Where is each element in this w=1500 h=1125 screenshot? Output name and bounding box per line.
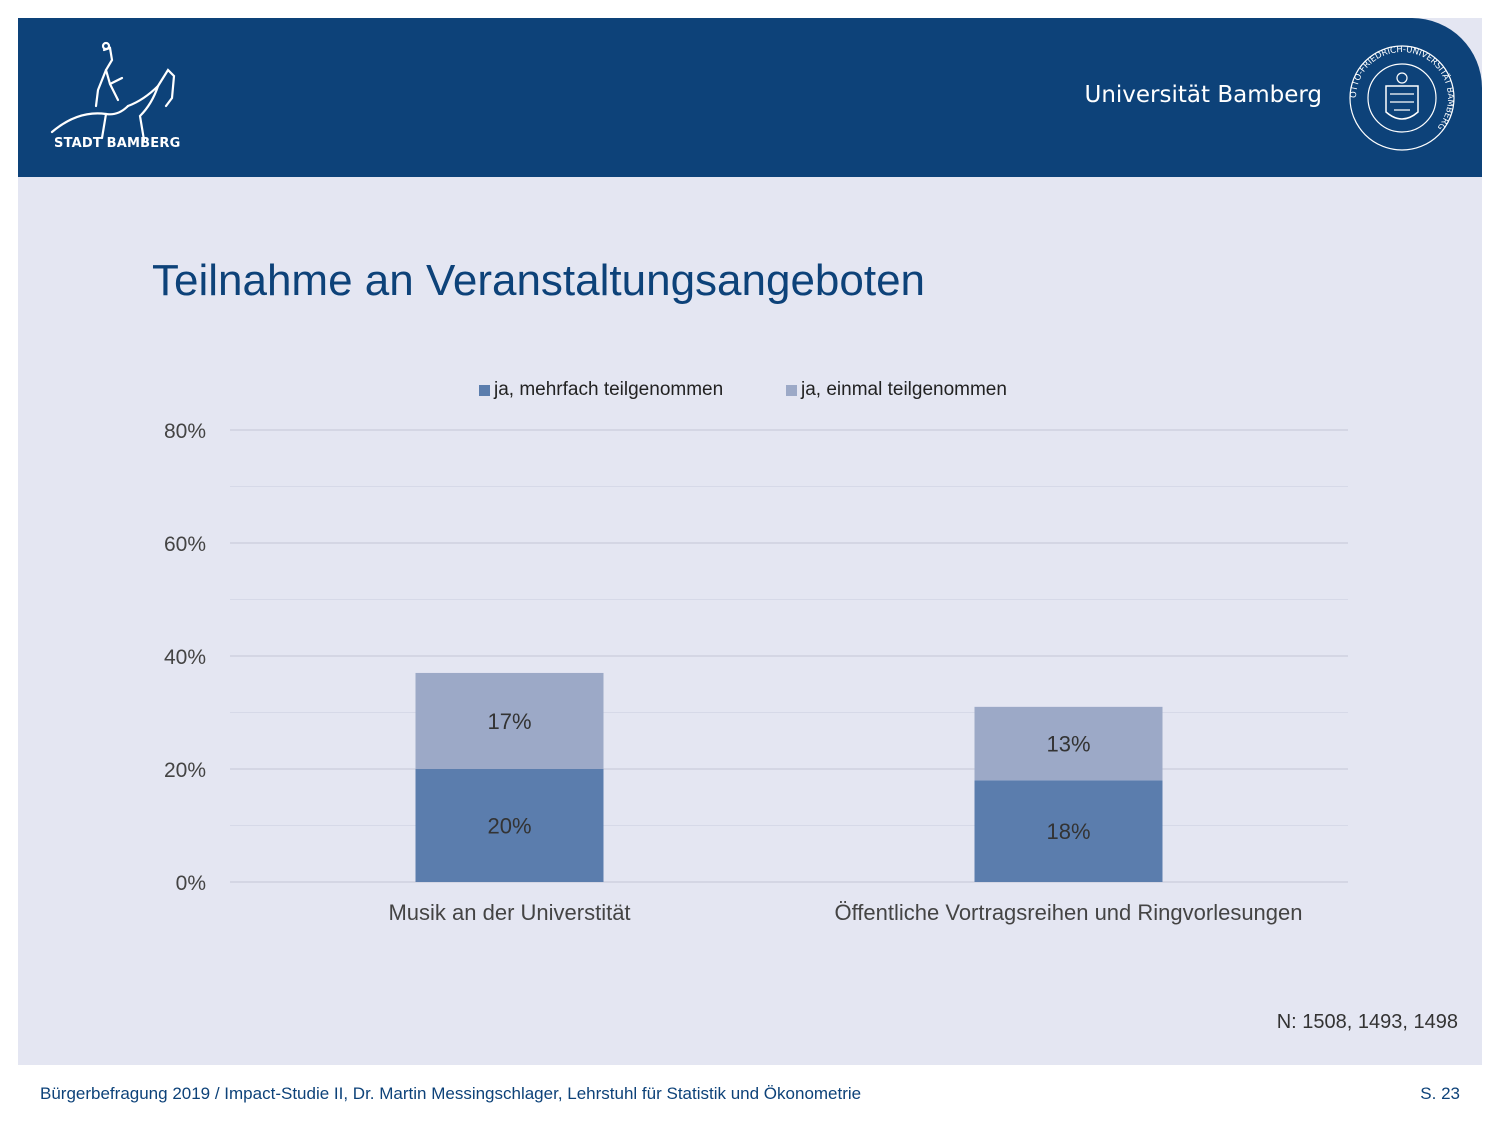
city-logo-text: STADT BAMBERG — [54, 136, 181, 151]
header-band: STADT BAMBERG Universität Bamberg OTTO-F… — [18, 18, 1482, 177]
legend-label-einmal: ja, einmal teilgenommen — [801, 379, 1007, 400]
bar-segment — [974, 706, 1163, 781]
horse-rider-logo-icon — [50, 41, 176, 142]
y-tick-label: 0% — [176, 872, 206, 895]
slide-background — [18, 18, 1482, 1065]
university-seal-icon: OTTO-FRIEDRICH-UNIVERSITÄT BAMBERG — [1349, 45, 1455, 151]
data-label: 18% — [1046, 819, 1090, 844]
legend-swatch-einmal — [786, 384, 797, 396]
university-name: Universität Bamberg — [1084, 82, 1322, 108]
data-label: 17% — [487, 709, 531, 734]
bar-segment — [415, 672, 604, 769]
x-category-label: Öffentliche Vortragsreihen und Ringvorle… — [834, 900, 1302, 925]
legend-swatch-mehrfach — [479, 384, 490, 396]
y-tick-label: 20% — [164, 759, 206, 782]
x-category-label: Musik an der Universtität — [388, 900, 630, 925]
legend-label-mehrfach: ja, mehrfach teilgenommen — [494, 379, 724, 400]
data-label: 13% — [1046, 732, 1090, 757]
legend-item-mehrfach: ja, mehrfach teilgenommen — [479, 379, 723, 401]
footer-citation: Bürgerbefragung 2019 / Impact-Studie II,… — [40, 1084, 862, 1103]
y-tick-label: 80% — [164, 420, 206, 443]
page-number: S. 23 — [1420, 1084, 1460, 1103]
sample-size-note: N: 1508, 1493, 1498 — [1276, 1011, 1458, 1033]
data-label: 20% — [487, 814, 531, 839]
legend-item-einmal: ja, einmal teilgenommen — [786, 379, 1007, 401]
y-tick-label: 60% — [164, 533, 206, 556]
y-tick-label: 40% — [164, 646, 206, 669]
bar-segment — [415, 769, 604, 882]
bar-segment — [974, 780, 1163, 882]
slide-title: Teilnahme an Veranstaltungsangeboten — [152, 256, 926, 305]
chart-legend: ja, mehrfach teilgenommen ja, einmal tei… — [0, 379, 1500, 403]
